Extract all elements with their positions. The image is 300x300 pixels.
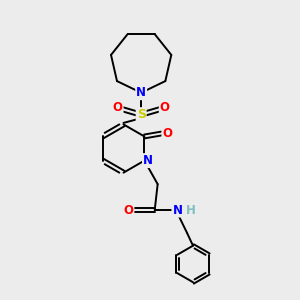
Text: O: O xyxy=(123,204,133,217)
Text: O: O xyxy=(160,100,170,113)
Text: S: S xyxy=(137,108,146,121)
Text: O: O xyxy=(112,100,123,113)
Text: N: N xyxy=(136,86,146,99)
Text: O: O xyxy=(162,127,172,140)
Text: H: H xyxy=(186,204,196,217)
Text: N: N xyxy=(172,204,182,217)
Text: N: N xyxy=(143,154,153,167)
